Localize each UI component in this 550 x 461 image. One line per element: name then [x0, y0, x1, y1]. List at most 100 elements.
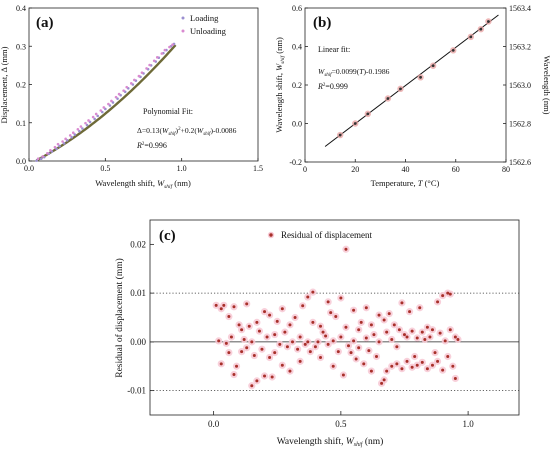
residual-point [423, 337, 427, 341]
loading-point [62, 142, 66, 145]
panel-c-y-tick-label: -0.01 [127, 386, 146, 396]
residual-point [285, 345, 289, 349]
residual-point [359, 320, 363, 324]
unloading-point [163, 48, 167, 52]
residual-point [443, 339, 447, 343]
residual-point [415, 363, 419, 367]
panel-b-x-tick-label: 40 [402, 165, 410, 174]
residual-point [313, 345, 317, 349]
temperature-point [353, 122, 357, 125]
panel-b-x-tick-label: 0 [303, 165, 307, 174]
unloading-point [53, 145, 57, 149]
residual-point [224, 341, 228, 345]
unloading-point [49, 148, 52, 152]
residual-point [385, 330, 389, 334]
residual-point [331, 364, 335, 368]
panel-b-right-axis-label: Wavelength (nm) [542, 55, 550, 114]
residual-point [237, 323, 241, 327]
residual-point [357, 346, 361, 350]
residual-point [357, 328, 361, 332]
panel-a-x-tick-label: 0.5 [100, 164, 110, 173]
residual-point [390, 337, 394, 341]
residual-point [436, 359, 440, 363]
residual-point [240, 350, 244, 354]
panel-b-fit-annotation: Linear fit: Wshif=0.0099(T)-0.1986 R2=0.… [317, 45, 390, 91]
residual-point [301, 304, 305, 308]
residual-point [446, 355, 450, 358]
residual-point [329, 311, 333, 315]
panel-b-y-axis-label: Wavelength shift, Wshif (nm) [274, 37, 286, 133]
panel-a-y-tick-label: 0.2 [16, 81, 26, 90]
residual-point [428, 335, 432, 339]
unloading-point [71, 131, 75, 134]
panel-c-y-tick-label: 0.02 [130, 239, 146, 249]
residual-point [319, 355, 323, 359]
temperature-point [386, 97, 390, 100]
residual-point [395, 362, 399, 366]
panel-b-right-tick-label: 1563.0 [509, 81, 531, 90]
residual-point [250, 340, 254, 344]
temperature-point [366, 112, 370, 116]
residual-point [374, 355, 378, 358]
panel-b-y-tick-label: 0.2 [292, 81, 302, 90]
residual-point [369, 369, 373, 373]
residual-point [349, 351, 353, 355]
panel-b-y-tick-label: 0.6 [292, 4, 302, 13]
loading-point [78, 129, 81, 133]
residual-point [232, 373, 236, 377]
residual-point [339, 296, 343, 300]
panel-b-y-tick-label: -0.2 [289, 158, 302, 167]
residual-point [291, 340, 295, 344]
residual-point [321, 330, 325, 334]
residual-point [296, 347, 300, 351]
residual-point [441, 294, 445, 298]
residual-point [306, 340, 310, 344]
residual-point [252, 354, 256, 358]
residual-point [255, 320, 259, 324]
residual-point [395, 345, 399, 349]
panel-c-y-tick-label: 0.01 [130, 288, 146, 298]
panel-b-x-tick-label: 60 [452, 165, 460, 174]
panel-a: (a) 0.0 0.5 1.0 1.5 0.0 0.1 0.2 0.3 0.4 Loading … [0, 4, 263, 190]
residual-point [377, 340, 381, 344]
panel-c-frame [149, 219, 520, 416]
residual-point [222, 303, 226, 307]
unloading-point [107, 102, 110, 106]
residual-point [446, 291, 450, 295]
unloading-point [171, 43, 174, 47]
residual-point [260, 347, 264, 351]
panel-b-right-tick-label: 1563.4 [509, 4, 531, 13]
residual-point [334, 315, 338, 319]
residual-point [410, 365, 414, 369]
residual-point [425, 325, 429, 329]
panel-b-x-tick-label: 80 [502, 165, 510, 174]
unloading-point [41, 155, 45, 158]
residual-point [456, 337, 460, 341]
residual-point [385, 369, 389, 373]
loading-point [93, 117, 96, 121]
residual-point [293, 316, 297, 319]
temperature-point [338, 133, 342, 137]
residual-point [242, 337, 246, 341]
panel-c: (c) 0.0 0.5 1.0 -0.01 0.00 0.01 0.02 Residual … [114, 219, 520, 448]
unloading-point [87, 119, 90, 122]
panel-a-y-tick-label: 0.3 [16, 42, 26, 51]
panel-c-y-tick-label: 0.00 [130, 337, 146, 347]
unloading-point [155, 56, 159, 59]
panel-b-r2: R2=0.999 [317, 82, 348, 91]
residual-point [433, 351, 437, 355]
residual-point [283, 330, 287, 334]
panel-a-label: (a) [36, 15, 54, 31]
residual-point [400, 367, 404, 371]
residual-point [268, 355, 272, 359]
panel-b-x-tick-label: 20 [351, 165, 359, 174]
loading-point [58, 144, 61, 148]
panel-a-x-axis-label: Wavelength shift, Wshif (nm) [95, 178, 191, 190]
panel-c-ticks: 0.0 0.5 1.0 -0.01 0.00 0.01 0.02 [127, 239, 474, 429]
temperature-point [419, 75, 422, 79]
residual-point [413, 355, 417, 358]
residual-point [229, 335, 233, 339]
panel-b-y-tick-label: 0.4 [292, 43, 302, 52]
temperature-point [399, 87, 402, 91]
